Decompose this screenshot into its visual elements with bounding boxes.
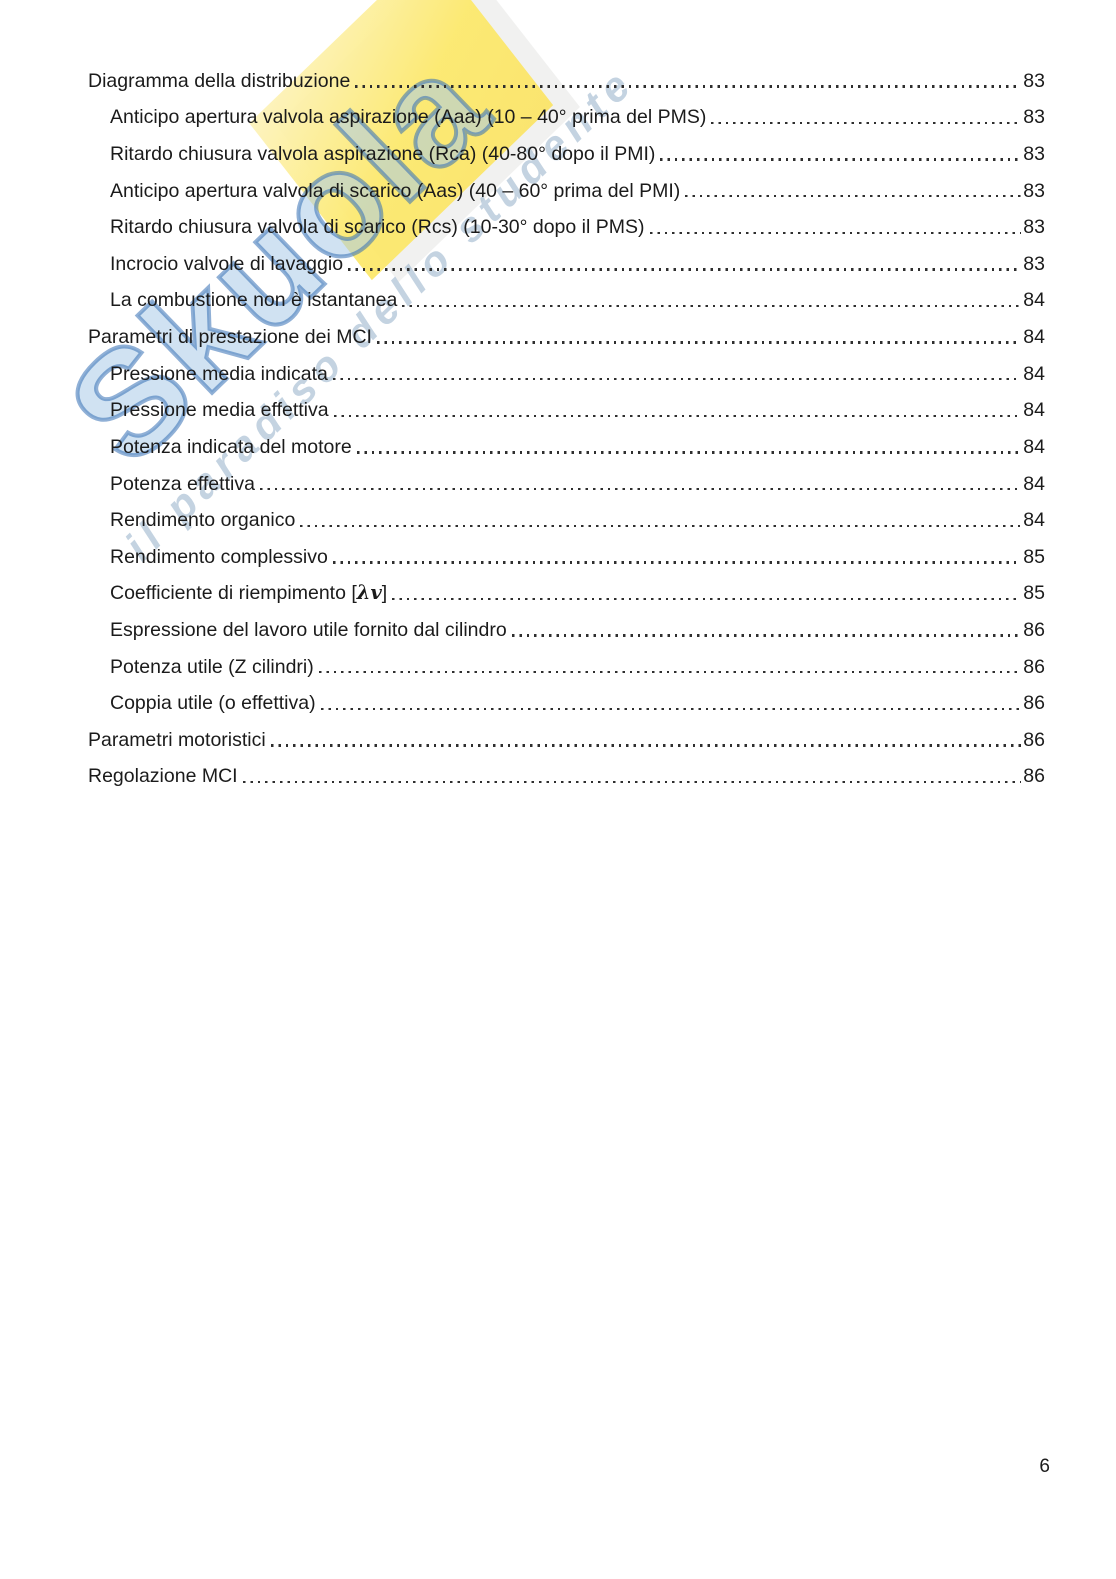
toc-page-number: 84 — [1023, 399, 1045, 422]
math-symbol: λv — [356, 581, 382, 605]
toc-dot-leader — [511, 634, 1022, 637]
toc-entry-label: Coefficiente di riempimento [λv] — [110, 581, 388, 605]
toc-entry[interactable]: La combustione non è istantanea 84 — [110, 277, 1045, 314]
toc-dot-leader — [711, 121, 1022, 125]
toc-entry-label: La combustione non è istantanea — [110, 289, 398, 312]
toc-entry-label: Parametri motoristici — [88, 728, 266, 751]
toc-page-number: 84 — [1023, 472, 1045, 495]
toc-page-number: 83 — [1023, 179, 1045, 202]
toc-page-number: 86 — [1023, 655, 1045, 678]
toc-entry-label: Coppia utile (o effettiva) — [110, 692, 316, 715]
toc-entry[interactable]: Coefficiente di riempimento [λv] 85 — [110, 570, 1045, 607]
toc-dot-leader — [332, 561, 1022, 564]
toc-dot-leader — [376, 341, 1022, 344]
toc-entry[interactable]: Coppia utile (o effettiva) 86 — [110, 679, 1045, 716]
toc-page-number: 85 — [1023, 545, 1045, 568]
toc-entry-label: Potenza effettiva — [110, 472, 255, 495]
toc-dot-leader — [320, 707, 1022, 710]
toc-dot-leader — [392, 597, 1022, 601]
toc-entry-label: Anticipo apertura valvola di scarico (Aa… — [110, 179, 681, 202]
toc-entry[interactable]: Pressione media indicata 84 — [110, 350, 1045, 387]
toc-entry-label: Pressione media indicata — [110, 362, 328, 385]
toc-entry[interactable]: Incrocio valvole di lavaggio 83 — [110, 240, 1045, 277]
toc-page-number: 83 — [1023, 69, 1045, 92]
toc-dot-leader — [649, 231, 1022, 235]
toc-page-number: 84 — [1023, 326, 1045, 349]
toc-entry-label: Anticipo apertura valvola aspirazione (A… — [110, 106, 707, 129]
toc-entry-label: Incrocio valvole di lavaggio — [110, 252, 344, 275]
toc-entry[interactable]: Potenza indicata del motore 84 — [110, 423, 1045, 460]
toc-entry[interactable]: Potenza effettiva 84 — [110, 460, 1045, 497]
toc-page-number: 86 — [1023, 692, 1045, 715]
toc-page-number: 86 — [1023, 728, 1045, 751]
toc-entry-label: Potenza utile (Z cilindri) — [110, 655, 314, 678]
toc-dot-leader — [318, 670, 1022, 674]
toc-dot-leader — [332, 378, 1022, 381]
toc-entry-label: Potenza indicata del motore — [110, 435, 352, 458]
toc-entry[interactable]: Rendimento complessivo 85 — [110, 533, 1045, 570]
toc-entry-label: Regolazione MCI — [88, 765, 238, 788]
toc-entry-label: Rendimento complessivo — [110, 545, 328, 568]
toc-entry-label: Espressione del lavoro utile fornito dal… — [110, 618, 507, 641]
toc-page-number: 83 — [1023, 216, 1045, 239]
toc-entry[interactable]: Potenza utile (Z cilindri) 86 — [110, 643, 1045, 680]
toc-dot-leader — [300, 524, 1022, 527]
toc-dot-leader — [333, 414, 1022, 418]
toc-entry[interactable]: Regolazione MCI 86 — [88, 753, 1045, 790]
toc-page-number: 84 — [1023, 435, 1045, 458]
toc-entry[interactable]: Diagramma della distribuzione 83 — [88, 57, 1045, 94]
toc-dot-leader — [660, 158, 1022, 161]
toc-entry[interactable]: Anticipo apertura valvola di scarico (Aa… — [110, 167, 1045, 204]
toc-entry[interactable]: Anticipo apertura valvola aspirazione (A… — [110, 94, 1045, 131]
toc-page-number: 86 — [1023, 765, 1045, 788]
footer-page-number: 6 — [1039, 1456, 1050, 1477]
toc-dot-leader — [356, 451, 1022, 454]
toc-entry[interactable]: Parametri di prestazione dei MCI 84 — [88, 313, 1045, 350]
toc: Diagramma della distribuzione 83 Anticipo … — [88, 57, 1045, 789]
toc-entry-label: Diagramma della distribuzione — [88, 69, 351, 92]
toc-entry-label: Pressione media effettiva — [110, 399, 329, 422]
toc-dot-leader — [259, 487, 1022, 491]
toc-page-number: 84 — [1023, 362, 1045, 385]
toc-entry-label: Ritardo chiusura valvola aspirazione (Rc… — [110, 143, 656, 166]
toc-entry-label: Ritardo chiusura valvola di scarico (Rcs… — [110, 216, 645, 239]
toc-dot-leader — [242, 780, 1022, 784]
toc-page-number: 83 — [1023, 106, 1045, 129]
toc-entry-label: Parametri di prestazione dei MCI — [88, 326, 372, 349]
toc-dot-leader — [402, 304, 1022, 308]
toc-entry[interactable]: Ritardo chiusura valvola aspirazione (Rc… — [110, 130, 1045, 167]
toc-page-number: 84 — [1023, 289, 1045, 312]
toc-entry-label: Rendimento organico — [110, 509, 296, 532]
toc-dot-leader — [348, 268, 1022, 271]
toc-entry[interactable]: Ritardo chiusura valvola di scarico (Rcs… — [110, 203, 1045, 240]
toc-entry[interactable]: Espressione del lavoro utile fornito dal… — [110, 606, 1045, 643]
toc-page-number: 86 — [1023, 618, 1045, 641]
toc-page-number: 84 — [1023, 509, 1045, 532]
toc-page-number: 85 — [1023, 582, 1045, 605]
toc-entry[interactable]: Pressione media effettiva 84 — [110, 386, 1045, 423]
toc-page-number: 83 — [1023, 252, 1045, 275]
toc-entry[interactable]: Rendimento organico 84 — [110, 496, 1045, 533]
toc-dot-leader — [355, 85, 1022, 88]
toc-entry[interactable]: Parametri motoristici 86 — [88, 716, 1045, 753]
toc-page-number: 83 — [1023, 143, 1045, 166]
toc-dot-leader — [685, 195, 1022, 198]
toc-dot-leader — [270, 744, 1022, 747]
